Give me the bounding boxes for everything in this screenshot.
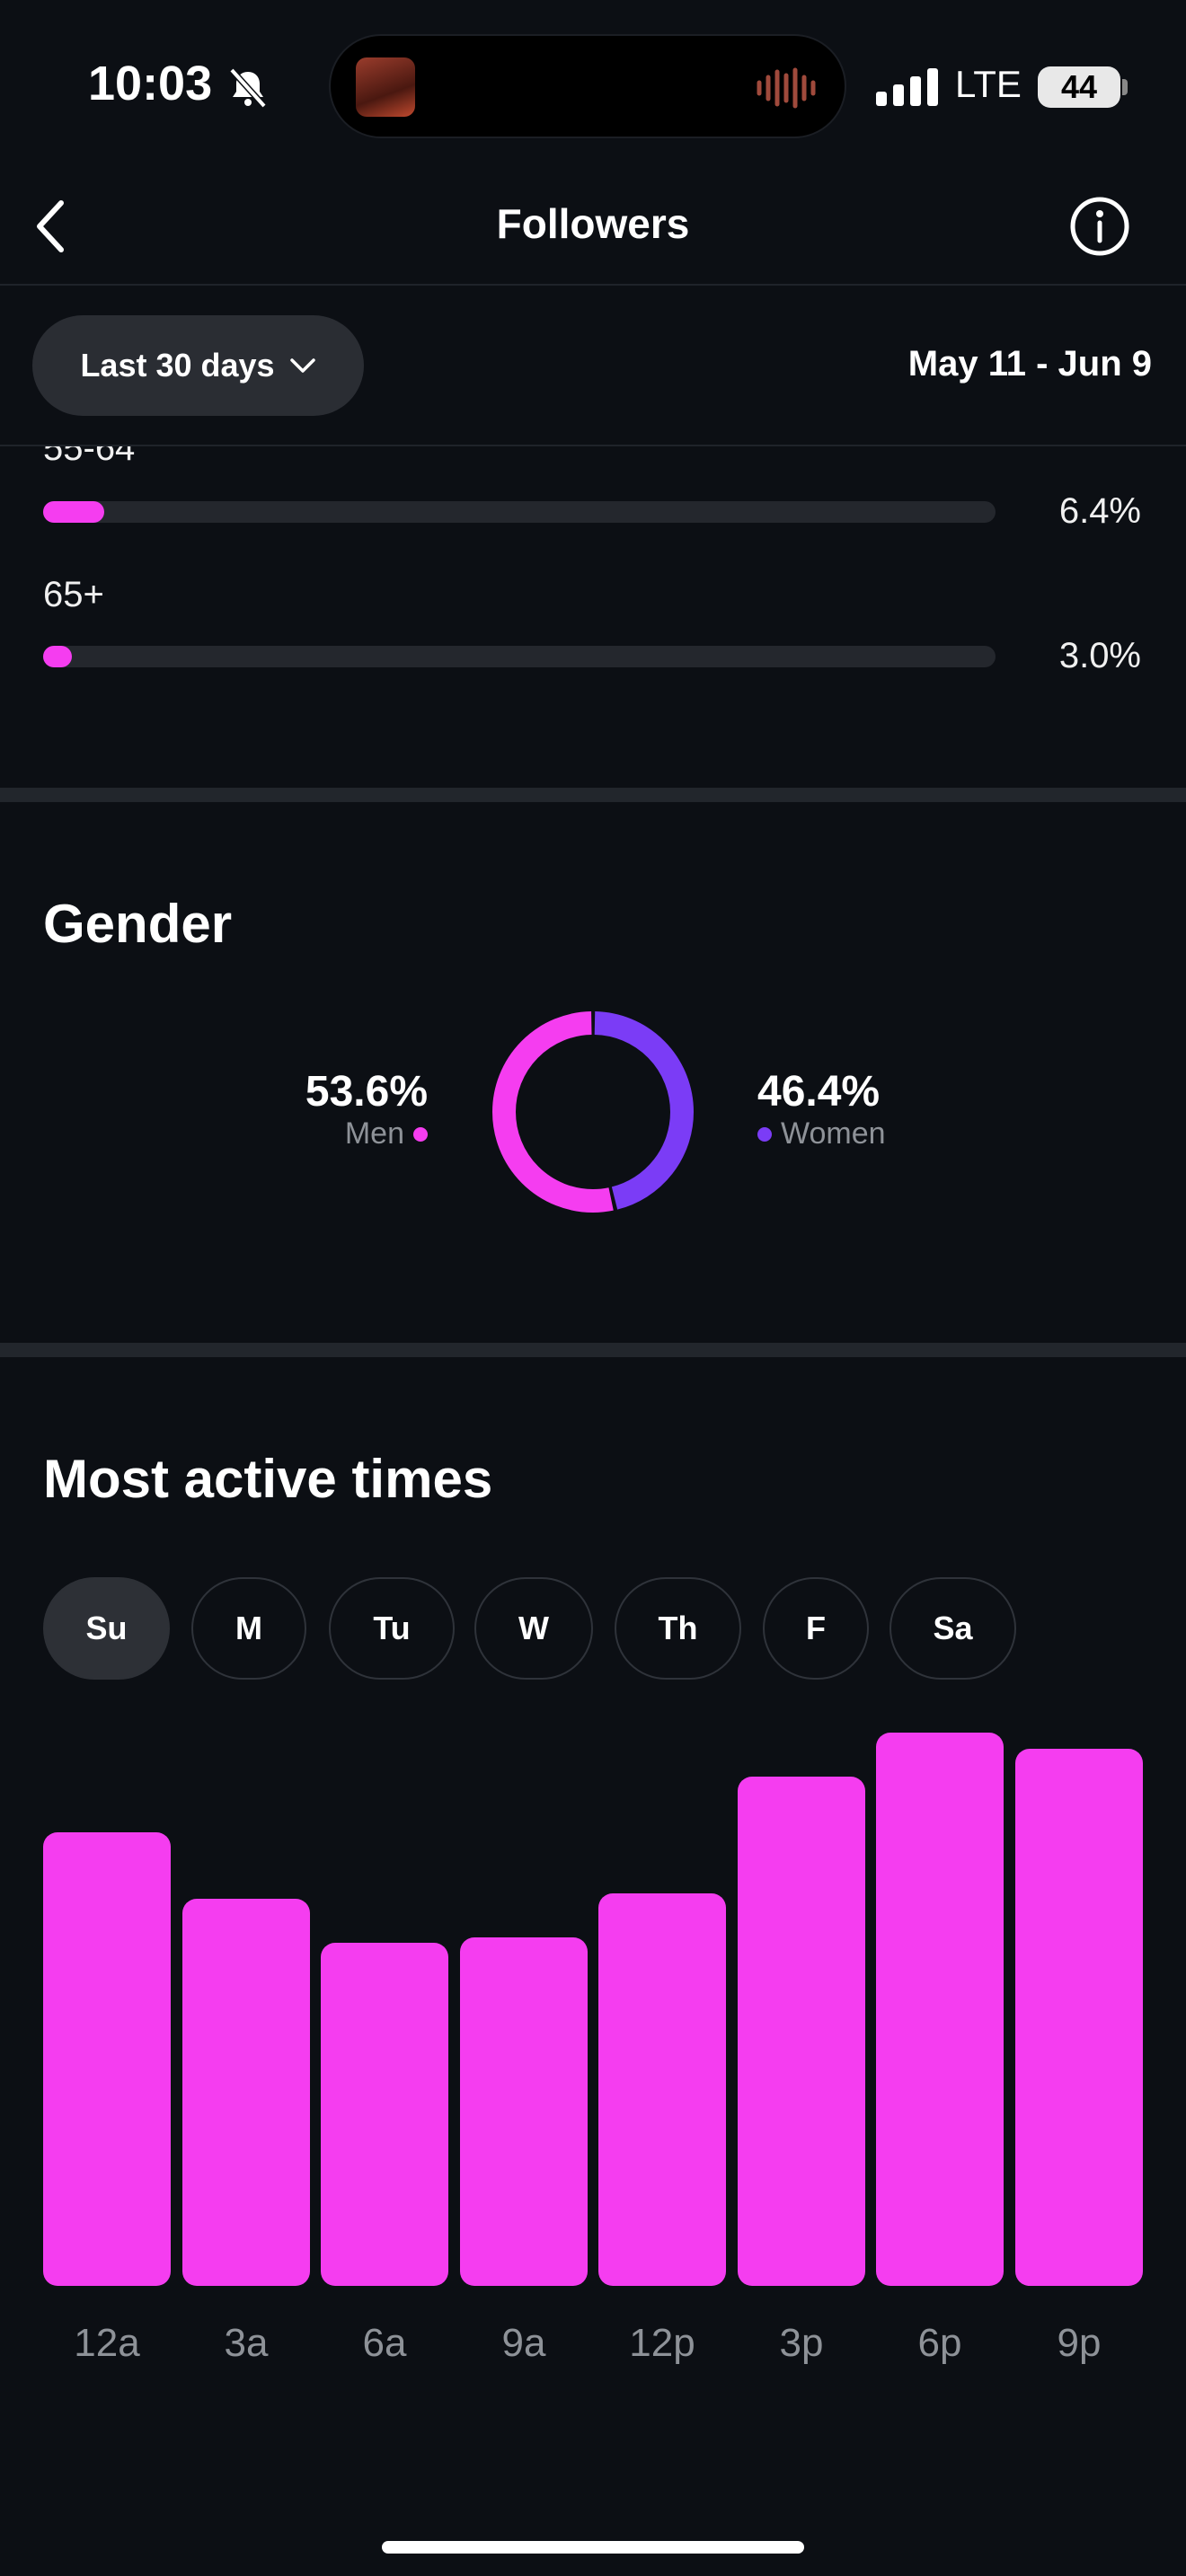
age-percentage: 3.0% xyxy=(1058,636,1141,675)
bar-3a[interactable] xyxy=(182,1899,310,2286)
dynamic-island[interactable] xyxy=(329,34,846,138)
status-time: 10:03 xyxy=(88,57,213,110)
filter-divider xyxy=(0,445,1186,446)
day-tab-saturday[interactable]: Sa xyxy=(890,1577,1016,1680)
age-label: 55-64 xyxy=(43,446,136,468)
header-divider xyxy=(0,284,1186,286)
bar-9p[interactable] xyxy=(1015,1749,1143,2286)
x-tick-6p: 6p xyxy=(917,2321,962,2365)
bar-6p[interactable] xyxy=(876,1733,1004,2286)
bar-6a[interactable] xyxy=(321,1943,448,2286)
section-divider xyxy=(0,788,1186,802)
x-tick-9a: 9a xyxy=(501,2321,546,2365)
chevron-down-icon xyxy=(289,358,315,373)
battery-level: 44 xyxy=(1060,68,1098,105)
section-divider xyxy=(0,1343,1186,1357)
men-stat: 53.6% Men xyxy=(305,1067,428,1151)
donut-segment-men xyxy=(492,1011,694,1213)
x-tick-3p: 3p xyxy=(779,2321,824,2365)
active-times-bar-chart: 12a 3a 6a 9a 12p 3p 6p 9p xyxy=(0,1733,1186,2365)
day-tab-friday[interactable]: F xyxy=(763,1577,869,1680)
women-legend-dot xyxy=(757,1126,772,1142)
donut-segment-women xyxy=(492,1011,694,1213)
network-type: LTE xyxy=(955,63,1022,105)
x-tick-12p: 12p xyxy=(629,2321,695,2365)
info-circle-icon[interactable] xyxy=(1069,196,1130,257)
day-tab-thursday[interactable]: Th xyxy=(615,1577,741,1680)
signal-bars-icon xyxy=(876,68,938,106)
page-title: Followers xyxy=(496,200,690,247)
period-dropdown[interactable]: Last 30 days xyxy=(32,315,364,416)
age-bar-track xyxy=(43,646,996,667)
bar-12p[interactable] xyxy=(598,1893,726,2286)
x-tick-9p: 9p xyxy=(1057,2321,1102,2365)
gender-title: Gender xyxy=(43,894,233,954)
age-section: 55-64 6.4% 65+ 3.0% xyxy=(0,446,1186,806)
age-label: 65+ xyxy=(43,575,104,614)
men-percentage: 53.6% xyxy=(305,1068,428,1116)
day-tab-tuesday[interactable]: Tu xyxy=(329,1577,455,1680)
men-label: Men xyxy=(344,1116,404,1151)
bar-3p[interactable] xyxy=(738,1777,865,2286)
women-stat: 46.4% Women xyxy=(757,1067,886,1151)
day-tab-monday[interactable]: M xyxy=(191,1577,306,1680)
chevron-left-icon[interactable] xyxy=(32,198,68,255)
age-percentage: 6.4% xyxy=(1058,491,1141,531)
active-times-title: Most active times xyxy=(43,1449,493,1509)
gender-donut-chart xyxy=(492,1011,694,1213)
day-tab-wednesday[interactable]: W xyxy=(474,1577,593,1680)
x-tick-6a: 6a xyxy=(362,2321,407,2365)
women-label: Women xyxy=(781,1116,886,1151)
period-label: Last 30 days xyxy=(80,347,275,384)
bar-9a[interactable] xyxy=(460,1937,588,2286)
day-tab-sunday[interactable]: Su xyxy=(43,1577,170,1680)
x-tick-3a: 3a xyxy=(224,2321,269,2365)
date-range: May 11 - Jun 9 xyxy=(907,344,1152,384)
age-bar-fill xyxy=(43,501,104,523)
x-tick-12a: 12a xyxy=(74,2321,140,2365)
bar-12a[interactable] xyxy=(43,1832,171,2286)
now-playing-artwork xyxy=(356,57,415,117)
battery-icon xyxy=(1038,66,1120,108)
age-bar-track xyxy=(43,501,996,523)
men-legend-dot xyxy=(413,1126,428,1142)
home-indicator[interactable] xyxy=(382,2541,804,2554)
women-percentage: 46.4% xyxy=(757,1068,881,1116)
age-bar-fill xyxy=(43,646,72,667)
battery-cap xyxy=(1122,79,1128,95)
bell-slash-icon xyxy=(229,67,267,109)
waveform-icon xyxy=(757,67,816,109)
